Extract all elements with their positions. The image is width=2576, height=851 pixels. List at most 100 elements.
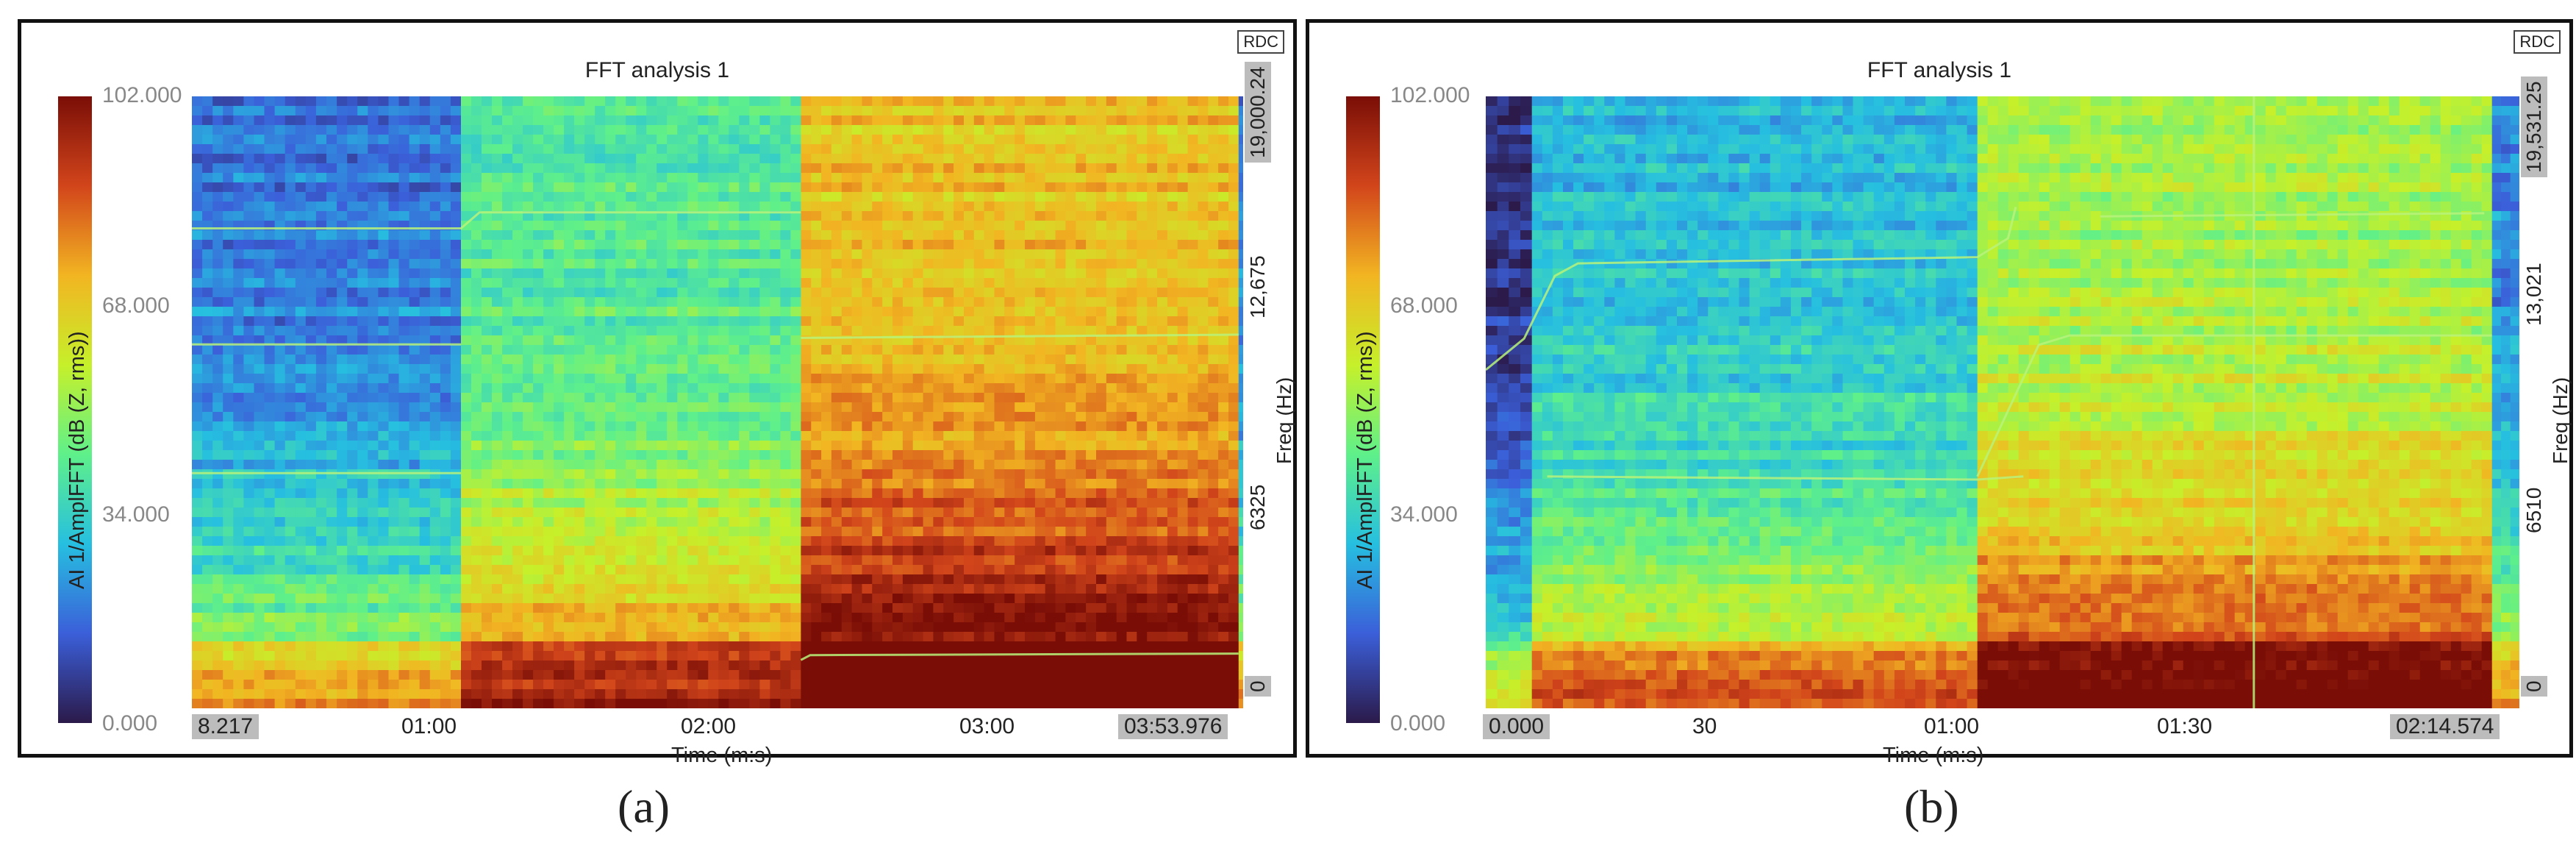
spectrogram-cell	[892, 173, 904, 183]
spectrogram-cell	[656, 278, 668, 288]
spectrogram-cell	[471, 307, 482, 317]
spectrogram-cell	[223, 651, 234, 661]
spectrogram-cell	[492, 584, 503, 594]
spectrogram-cell	[1034, 278, 1046, 288]
spectrogram-cell	[305, 163, 317, 174]
spectrogram-cell	[388, 240, 400, 250]
spectrogram-cell	[1025, 211, 1036, 221]
spectrogram-cell	[347, 450, 358, 460]
spectrogram-cell	[1106, 268, 1117, 279]
spectrogram-cell	[882, 316, 893, 327]
spectrogram-cell	[533, 450, 544, 460]
spectrogram-cell	[502, 680, 513, 690]
spectrogram-cell	[759, 441, 770, 451]
spectrogram-cell	[368, 660, 379, 671]
spectrogram-cell	[1126, 135, 1137, 145]
spectrogram-cell	[1034, 249, 1046, 260]
spectrogram-cell	[254, 173, 265, 183]
spectrogram-cell	[739, 565, 750, 575]
spectrogram-cell	[1045, 211, 1056, 221]
spectrogram-cell	[274, 364, 286, 374]
spectrogram-cell	[1167, 192, 1178, 202]
spectrogram-cell	[780, 125, 791, 135]
spectrogram-cell	[973, 144, 985, 154]
spectrogram-cell	[698, 594, 709, 604]
spectrogram-cell	[357, 450, 368, 460]
spectrogram-cell	[841, 288, 853, 298]
spectrogram-cell	[667, 555, 678, 566]
spectrogram-cell	[749, 326, 760, 336]
spectrogram-cell	[512, 479, 523, 489]
spectrogram-cell	[656, 441, 668, 451]
spectrogram-cell	[285, 259, 296, 269]
spectrogram-cell	[326, 641, 337, 652]
spectrogram-cell	[687, 154, 698, 164]
spectrogram-cell	[398, 345, 410, 355]
spectrogram-cell	[388, 335, 400, 346]
spectrogram-cell	[1198, 182, 1209, 193]
spectrogram-cell	[554, 297, 565, 307]
spectrogram-cell	[708, 96, 719, 107]
spectrogram-cell	[646, 555, 657, 566]
spectrogram-cell	[994, 211, 1005, 221]
spectrogram-cell	[326, 536, 337, 546]
spectrogram-cell	[646, 565, 657, 575]
spectrogram-cell	[718, 297, 729, 307]
spectrogram-cell	[923, 307, 934, 317]
spectrogram-cell	[337, 326, 348, 336]
spectrogram-cell	[780, 508, 791, 518]
spectrogram-cell	[274, 374, 286, 384]
spectrogram-cell	[1157, 326, 1168, 336]
spectrogram-cell	[984, 115, 995, 126]
spectrogram-cell	[749, 460, 760, 470]
spectrogram-cell	[482, 211, 493, 221]
spectrogram-cell	[305, 594, 317, 604]
spectrogram-cell	[492, 498, 503, 508]
spectrogram-cell	[923, 125, 934, 135]
spectrogram-cell	[1126, 202, 1137, 212]
spectrogram-cell	[801, 268, 812, 279]
spectrogram-cell	[912, 144, 924, 154]
spectrogram-cell	[1065, 268, 1076, 279]
spectrogram-cell	[388, 249, 400, 260]
spectrogram-cell	[326, 555, 337, 566]
spectrogram-cell	[841, 125, 853, 135]
spectrogram-cell	[1025, 125, 1036, 135]
spectrogram-cell	[923, 211, 934, 221]
spectrogram-cell	[626, 307, 637, 317]
spectrogram-cell	[450, 479, 462, 489]
spectrogram-cell	[729, 154, 740, 164]
spectrogram-cell	[626, 249, 637, 260]
spectrogram-cell	[759, 565, 770, 575]
spectrogram-cell	[708, 154, 719, 164]
spectrogram-cell	[790, 660, 801, 671]
spectrogram-cell	[811, 202, 822, 212]
spectrogram-cell	[326, 460, 337, 470]
colorbar-label: AI 1/AmplFFT (dB (Z, rms))	[65, 331, 89, 589]
spectrogram-cell	[973, 115, 985, 126]
spectrogram-cell	[595, 192, 606, 202]
spectrogram-cell	[729, 441, 740, 451]
spectrogram-cell	[1157, 192, 1168, 202]
spectrogram-cell	[347, 163, 358, 174]
spectrogram-cell	[984, 192, 995, 202]
spectrogram-cell	[1167, 326, 1178, 336]
spectrogram-cell	[595, 651, 606, 661]
spectrogram-cell	[646, 613, 657, 623]
spectrogram-cell	[554, 574, 565, 585]
spectrogram-cell	[1147, 307, 1158, 317]
spectrogram-cell	[1086, 163, 1097, 174]
spectrogram-cell	[305, 689, 317, 699]
spectrogram-cell	[626, 536, 637, 546]
spectrogram-cell	[698, 498, 709, 508]
spectrogram-cell	[357, 268, 368, 279]
spectrogram-cell	[440, 335, 451, 346]
spectrogram-cell	[584, 517, 595, 527]
spectrogram-cell	[368, 641, 379, 652]
spectrogram-cell	[656, 699, 668, 708]
spectrogram-cell	[1137, 288, 1148, 298]
spectrogram-cell	[398, 182, 410, 193]
spectrogram-cell	[994, 335, 1005, 346]
spectrogram-cell	[698, 508, 709, 518]
spectrogram-cell	[687, 699, 698, 708]
